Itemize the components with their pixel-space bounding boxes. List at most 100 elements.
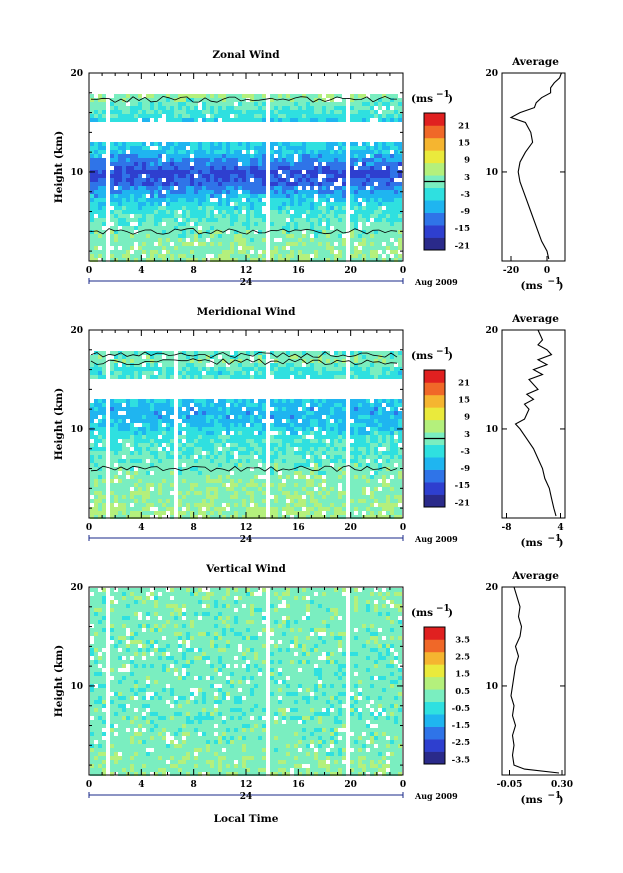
heatmap-cell — [126, 375, 130, 379]
heatmap-cell — [170, 118, 174, 122]
heatmap-cell — [242, 371, 246, 375]
heatmap-cell — [350, 194, 354, 198]
heatmap-cell — [202, 515, 206, 519]
heatmap-cell — [170, 214, 174, 218]
heatmap-cell — [334, 375, 338, 379]
heatmap-cell — [334, 367, 338, 371]
heatmap-cell — [270, 230, 274, 234]
heatmap-cell — [362, 106, 366, 110]
heatmap-cell — [338, 150, 342, 154]
heatmap-cell — [290, 447, 294, 451]
heatmap-cell — [398, 118, 402, 122]
heatmap-cell — [318, 511, 322, 515]
heatmap-cell — [338, 174, 342, 178]
heatmap-cell — [322, 194, 326, 198]
heatmap-cell — [214, 403, 218, 407]
heatmap-cell — [114, 226, 118, 230]
heatmap-cell — [302, 491, 306, 495]
heatmap-cell — [254, 174, 258, 178]
heatmap-cell — [370, 198, 374, 202]
heatmap-cell — [218, 471, 222, 475]
heatmap-cell — [278, 367, 282, 371]
heatmap-cell — [302, 158, 306, 162]
heatmap-cell — [154, 230, 158, 234]
heatmap-cell — [354, 455, 358, 459]
heatmap-cell — [190, 150, 194, 154]
heatmap-cell — [258, 114, 262, 118]
heatmap-cell — [178, 435, 182, 439]
heatmap-cell — [246, 435, 250, 439]
heatmap-cell — [350, 162, 354, 166]
heatmap-cell — [138, 234, 142, 238]
heatmap-cell — [214, 499, 218, 503]
heatmap-cell — [298, 359, 302, 363]
heatmap-cell — [306, 206, 310, 210]
heatmap-cell — [94, 363, 98, 367]
heatmap-cell — [202, 511, 206, 515]
heatmap-cell — [174, 246, 178, 250]
heatmap-cell — [158, 210, 162, 214]
heatmap-cell — [282, 363, 286, 367]
heatmap-cell — [98, 118, 102, 122]
heatmap-cell — [314, 359, 318, 363]
heatmap-cell — [370, 94, 374, 98]
heatmap-cell — [274, 110, 278, 114]
heatmap-cell — [386, 146, 390, 150]
heatmap-cell — [374, 194, 378, 198]
heatmap-cell — [242, 146, 246, 150]
heatmap-cell — [390, 118, 394, 122]
heatmap-cell — [138, 467, 142, 471]
heatmap-cell — [322, 210, 326, 214]
heatmap-cell — [122, 503, 126, 507]
heatmap-cell — [166, 371, 170, 375]
heatmap-cell — [278, 202, 282, 206]
heatmap-cell — [398, 222, 402, 226]
heatmap-cell — [326, 371, 330, 375]
heatmap-cell — [338, 415, 342, 419]
heatmap-cell — [270, 194, 274, 198]
heatmap-cell — [90, 487, 94, 491]
heatmap-cell — [298, 170, 302, 174]
heatmap-cell — [186, 198, 190, 202]
heatmap-cell — [350, 166, 354, 170]
heatmap-cell — [202, 411, 206, 415]
heatmap-cell — [294, 250, 298, 254]
heatmap-cell — [214, 459, 218, 463]
heatmap-cell — [126, 186, 130, 190]
heatmap-cell — [202, 162, 206, 166]
heatmap-cell — [290, 423, 294, 427]
heatmap-cell — [158, 415, 162, 419]
heatmap-cell — [286, 206, 290, 210]
heatmap-cell — [310, 411, 314, 415]
heatmap-cell — [282, 186, 286, 190]
heatmap-cell — [154, 106, 158, 110]
heatmap-cell — [98, 218, 102, 222]
heatmap-cell — [158, 258, 162, 262]
heatmap-cell — [126, 415, 130, 419]
heatmap-cell — [242, 439, 246, 443]
heatmap-cell — [358, 186, 362, 190]
heatmap-cell — [182, 443, 186, 447]
heatmap-cell — [334, 491, 338, 495]
heatmap-cell — [170, 443, 174, 447]
heatmap-cell — [254, 375, 258, 379]
heatmap-cell — [314, 423, 318, 427]
heatmap-cell — [146, 471, 150, 475]
heatmap-cell — [206, 399, 210, 403]
heatmap-cell — [230, 423, 234, 427]
heatmap-cell — [362, 355, 366, 359]
heatmap-cell — [146, 170, 150, 174]
heatmap-cell — [270, 479, 274, 483]
heatmap-cell — [230, 238, 234, 242]
heatmap-cell — [202, 423, 206, 427]
heatmap-cell — [290, 174, 294, 178]
heatmap-cell — [198, 246, 202, 250]
heatmap-cell — [194, 355, 198, 359]
heatmap-cell — [322, 182, 326, 186]
heatmap-cell — [178, 451, 182, 455]
heatmap-cell — [158, 194, 162, 198]
heatmap-cell — [274, 487, 278, 491]
heatmap-cell — [218, 250, 222, 254]
heatmap-cell — [338, 479, 342, 483]
heatmap-cell — [234, 439, 238, 443]
